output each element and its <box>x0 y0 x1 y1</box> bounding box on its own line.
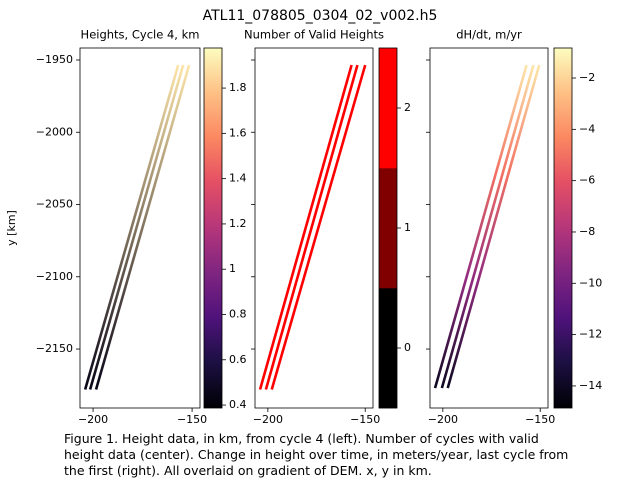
colorbar-tick-label: 0.8 <box>229 307 247 320</box>
colorbar-segment <box>379 288 397 409</box>
x-tick-label: −200 <box>78 413 108 426</box>
colorbar-tick-label: 0.6 <box>229 353 247 366</box>
track-line <box>446 64 541 389</box>
x-tick-label: −150 <box>525 413 555 426</box>
colorbar-tick-label: 1.4 <box>229 172 247 185</box>
track-line <box>264 64 359 390</box>
track-line <box>270 64 367 390</box>
colorbar-tick-label: −2 <box>579 71 595 84</box>
track-line <box>440 64 535 389</box>
colorbar-tick-label: −12 <box>579 328 602 341</box>
colorbar-frame <box>553 47 573 409</box>
colorbar-tick-label: 0.4 <box>229 398 247 411</box>
axes-title: dH/dt, m/yr <box>456 28 522 42</box>
y-tick-label: −2100 <box>36 270 73 283</box>
track-line <box>258 64 353 390</box>
colorbar-tick-label: −4 <box>579 122 595 135</box>
y-tick-label: −2150 <box>36 342 73 355</box>
caption-line: the first (right). All overlaid on gradi… <box>64 463 432 478</box>
y-axis-label: y [km] <box>5 210 18 246</box>
y-tick-label: −2050 <box>36 198 73 211</box>
colorbar-tick-label: 1.2 <box>229 217 247 230</box>
axes-frame <box>79 47 201 409</box>
axes-title: Number of Valid Heights <box>244 28 384 42</box>
colorbar-tick-label: 1 <box>404 221 411 234</box>
figure-title: ATL11_078805_0304_02_v002.h5 <box>203 8 438 24</box>
colorbar-tick-label: 1.8 <box>229 81 247 94</box>
colorbar-tick-label: −10 <box>579 276 602 289</box>
colorbar <box>554 48 572 408</box>
track-line <box>88 64 185 390</box>
caption-line: Figure 1. Height data, in km, from cycle… <box>64 431 539 446</box>
colorbar-tick-label: −6 <box>579 174 595 187</box>
y-tick-label: −2000 <box>36 125 73 138</box>
x-tick-label: −200 <box>253 413 283 426</box>
colorbar-tick-label: −14 <box>579 379 602 392</box>
axes-title: Heights, Cycle 4, km <box>81 28 200 42</box>
axes-frame <box>254 47 374 409</box>
colorbar-tick-label: 0 <box>404 341 411 354</box>
x-tick-label: −200 <box>428 413 458 426</box>
colorbar-tick-label: 1.6 <box>229 126 247 139</box>
colorbar <box>204 48 222 408</box>
track-line <box>433 64 528 389</box>
axes-frame <box>429 47 549 409</box>
colorbar-segment <box>379 168 397 289</box>
colorbar-tick-label: 1 <box>229 262 236 275</box>
x-tick-label: −150 <box>350 413 380 426</box>
colorbar-frame <box>203 47 223 409</box>
x-tick-label: −150 <box>177 413 207 426</box>
colorbar-tick-label: −8 <box>579 225 595 238</box>
caption-line: height data (center). Change in height o… <box>64 447 568 462</box>
track-line <box>94 64 191 390</box>
y-tick-label: −1950 <box>36 53 73 66</box>
colorbar-tick-label: 2 <box>404 101 411 114</box>
track-line <box>83 64 180 390</box>
colorbar-segment <box>379 48 397 169</box>
